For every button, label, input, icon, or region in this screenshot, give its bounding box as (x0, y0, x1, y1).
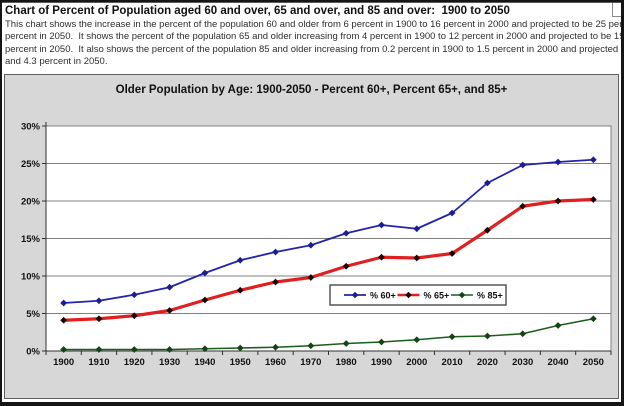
data-point-marker (60, 346, 68, 353)
svg-text:1970: 1970 (300, 357, 321, 368)
legend-item-pct-60-plus: % 60+ (344, 291, 396, 301)
svg-text:1910: 1910 (88, 357, 109, 368)
data-point-marker (95, 346, 103, 353)
legend-item-pct-65-plus: % 65+ (397, 291, 450, 301)
svg-text:1960: 1960 (265, 357, 286, 368)
data-point-marker (378, 221, 385, 229)
data-point-marker (272, 248, 279, 256)
description-line: and 4.3 percent in 2050. (5, 56, 108, 68)
data-point-marker (351, 291, 359, 299)
description-line: percent in 2050. It shows the percent of… (5, 31, 621, 43)
svg-text:1900: 1900 (53, 357, 74, 368)
line-chart: 0%5%10%15%20%25%30%1900 1910 1920 1930 1940 1… (21, 122, 612, 368)
data-point-marker (458, 291, 466, 299)
document-description: This chart shows the increase in the per… (5, 19, 621, 69)
svg-text:2010: 2010 (442, 357, 463, 368)
x-axis-labels: 1900 1910 1920 1930 1940 1950 1960 1970 1980 1990… (53, 357, 604, 368)
data-point-marker (342, 229, 350, 237)
svg-text:20%: 20% (21, 197, 41, 208)
data-point-marker (413, 225, 421, 233)
data-point-marker (166, 346, 173, 353)
svg-text:1940: 1940 (194, 357, 215, 368)
data-point-marker (554, 197, 562, 205)
svg-text:2000: 2000 (406, 357, 427, 368)
data-point-marker (484, 226, 491, 234)
chart-area: Older Population by Age: 1900-2050 - Per… (4, 74, 619, 399)
data-point-marker (272, 343, 279, 351)
data-point-marker (307, 342, 315, 350)
document-title: Chart of Percent of Population aged 60 a… (5, 5, 510, 17)
svg-text:25%: 25% (21, 159, 41, 170)
data-point-marker (342, 340, 350, 347)
series-pct-60-plus-line (63, 158, 594, 304)
data-point-marker (484, 179, 491, 187)
chart-title: Older Population by Age: 1900-2050 - Per… (115, 84, 508, 96)
description-line: This chart shows the increase in the per… (5, 19, 621, 30)
axes (42, 122, 612, 355)
data-point-marker (589, 156, 597, 164)
data-point-marker (484, 332, 491, 340)
svg-text:1930: 1930 (159, 357, 180, 368)
series-pct-65-plus-line (63, 197, 594, 322)
data-point-marker (519, 202, 527, 210)
svg-text:10%: 10% (21, 272, 41, 283)
legend-label: % 60+ (370, 291, 396, 301)
chart-description-block: Chart of Percent of Population aged 60 a… (2, 2, 621, 73)
svg-text:1980: 1980 (336, 357, 357, 368)
svg-text:2030: 2030 (512, 357, 533, 368)
svg-text:1950: 1950 (230, 357, 251, 368)
data-point-marker (201, 345, 209, 353)
data-point-marker (589, 196, 597, 203)
legend: % 60+ % 65+ % 85+ (329, 284, 507, 306)
svg-text:2050: 2050 (583, 357, 604, 368)
svg-text:15%: 15% (21, 234, 41, 245)
legend-label: % 65+ (424, 291, 450, 301)
legend-label: % 85+ (477, 291, 503, 301)
data-point-marker (342, 262, 350, 270)
data-point-marker (307, 241, 315, 249)
table-cell-border-vertical (612, 3, 613, 16)
data-point-marker (130, 346, 138, 353)
table-cell-border-horizontal (612, 16, 621, 17)
data-point-marker (519, 161, 527, 169)
data-point-marker (413, 254, 421, 262)
y-axis-labels: 0% 5% 10% 15% 20% 25% 30% (21, 122, 41, 358)
data-point-marker (405, 291, 412, 299)
data-point-marker (448, 209, 456, 217)
svg-text:1920: 1920 (124, 357, 145, 368)
svg-text:5%: 5% (26, 309, 40, 320)
svg-text:0%: 0% (26, 347, 40, 358)
data-point-marker (554, 158, 562, 166)
legend-item-pct-85-plus: % 85+ (451, 291, 503, 301)
data-point-marker (519, 330, 527, 338)
data-point-marker (448, 333, 456, 341)
data-point-marker (448, 250, 456, 257)
data-point-marker (413, 336, 421, 344)
data-point-marker (307, 274, 315, 281)
series-pct-85-plus-line (63, 317, 594, 351)
svg-text:2020: 2020 (477, 357, 498, 368)
data-point-marker (378, 338, 385, 346)
data-point-marker (272, 278, 279, 286)
svg-text:1990: 1990 (371, 357, 392, 368)
svg-text:2040: 2040 (547, 357, 568, 368)
description-line: percent in 2050. It also shows the perce… (5, 43, 621, 55)
svg-text:30%: 30% (21, 122, 41, 133)
data-point-marker (378, 253, 385, 261)
data-point-marker (236, 344, 244, 352)
